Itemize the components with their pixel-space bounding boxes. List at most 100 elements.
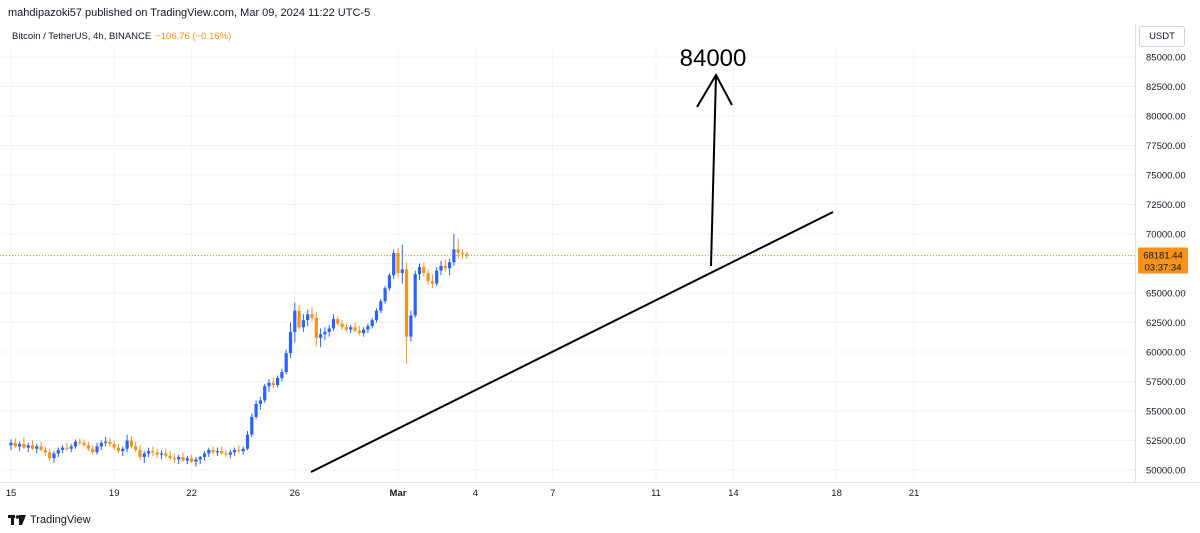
candle-body [349,327,353,330]
candle-body [202,453,207,458]
y-tick-label: 85000.00 [1146,53,1186,64]
candle-body [147,451,151,454]
x-tick-label: Mar [390,488,407,499]
y-tick-label: 82500.00 [1146,82,1186,93]
price-tag-countdown: 03:37:34 [1145,262,1182,273]
symbol-name[interactable]: Bitcoin / TetherUS, 4h, BINANCE [12,31,152,42]
candle-body [138,449,142,458]
candle-body [220,451,224,454]
candle-body [168,455,172,459]
candle-body [26,445,30,448]
candle-body [185,458,189,461]
x-tick-label: 14 [728,488,739,499]
y-tick-label: 65000.00 [1146,289,1186,300]
candle-body [65,447,69,449]
top-bar: mahdipazoki57 published on TradingView.c… [0,0,1200,24]
candle-body [39,446,43,450]
candle-body [293,310,297,332]
candle-body [353,327,357,331]
x-tick-label: 7 [550,488,555,499]
price-change: −106.76 (−0.16%) [155,31,232,42]
candle-body [194,459,198,462]
candle-body [9,442,13,446]
candle-body [271,382,275,386]
candle-body [366,326,370,330]
candle-body [95,446,99,453]
candle-body [129,440,133,447]
x-tick-label: 11 [651,488,661,499]
candle-body [177,457,181,460]
x-tick-label: 15 [6,488,17,499]
candle-body [125,440,129,449]
candle-body [297,310,301,328]
candle-body [250,416,254,435]
candle-body [224,453,228,455]
candle-body [370,320,374,327]
candle-body [400,269,404,273]
candle-body [263,386,267,401]
candle-body [396,252,400,273]
candle-body [426,272,430,282]
y-tick-label: 52500.00 [1146,436,1186,447]
currency-button[interactable]: USDT [1139,26,1185,47]
candle-body [413,274,417,316]
candle-body [61,447,65,450]
candle-body [460,252,465,255]
candle-body [267,382,271,387]
candle-body [284,353,288,373]
candle-body [112,444,116,448]
candle-body [417,267,422,275]
candle-body [319,334,323,338]
candle-body [18,444,22,447]
candle-body [181,457,185,461]
y-tick-label: 55000.00 [1146,407,1186,418]
candle-body [151,451,155,453]
candle-body [99,442,103,447]
y-tick-label: 80000.00 [1146,112,1186,123]
candle-body [331,318,336,329]
candle-body [310,314,314,318]
candle-body [306,314,310,321]
arrow-shaft [710,74,717,267]
candle-body [245,434,250,449]
candle-body [383,288,387,302]
y-tick-label: 77500.00 [1146,141,1186,152]
published-line: mahdipazoki57 published on TradingView.c… [8,7,371,19]
candle-body [108,441,112,445]
candle-body [340,323,344,328]
x-tick-label: 18 [831,488,842,499]
candle-body [228,452,232,455]
candle-body [164,453,168,456]
candle-body [323,331,327,335]
candle-body [237,449,241,452]
candle-body [357,330,361,334]
candle-body [344,327,348,330]
candle-body [314,317,318,338]
candle-body [116,447,121,452]
y-tick-label: 50000.00 [1146,466,1186,477]
candle-body [336,318,340,324]
y-tick-label: 70000.00 [1146,230,1186,241]
price-tag [1138,247,1188,274]
candle-body [379,301,383,311]
candle-body [327,328,331,332]
candle-body [78,441,82,443]
candle-body [86,445,90,449]
candle-body [134,446,138,450]
tradingview-logo-icon[interactable] [8,515,26,525]
candle-body [30,445,35,449]
brand-name[interactable]: TradingView [30,514,91,526]
candle-body [456,249,460,253]
candle-body [452,249,456,263]
candle-body [69,446,73,449]
arrow-head [696,72,733,108]
target-label: 84000 [680,45,747,72]
candle-body [82,442,86,446]
candle-body [211,449,215,453]
candle-body [56,449,60,454]
candle-body [465,254,469,256]
candle-body [301,320,305,328]
candle-body [142,453,146,458]
candle-body [215,451,219,453]
